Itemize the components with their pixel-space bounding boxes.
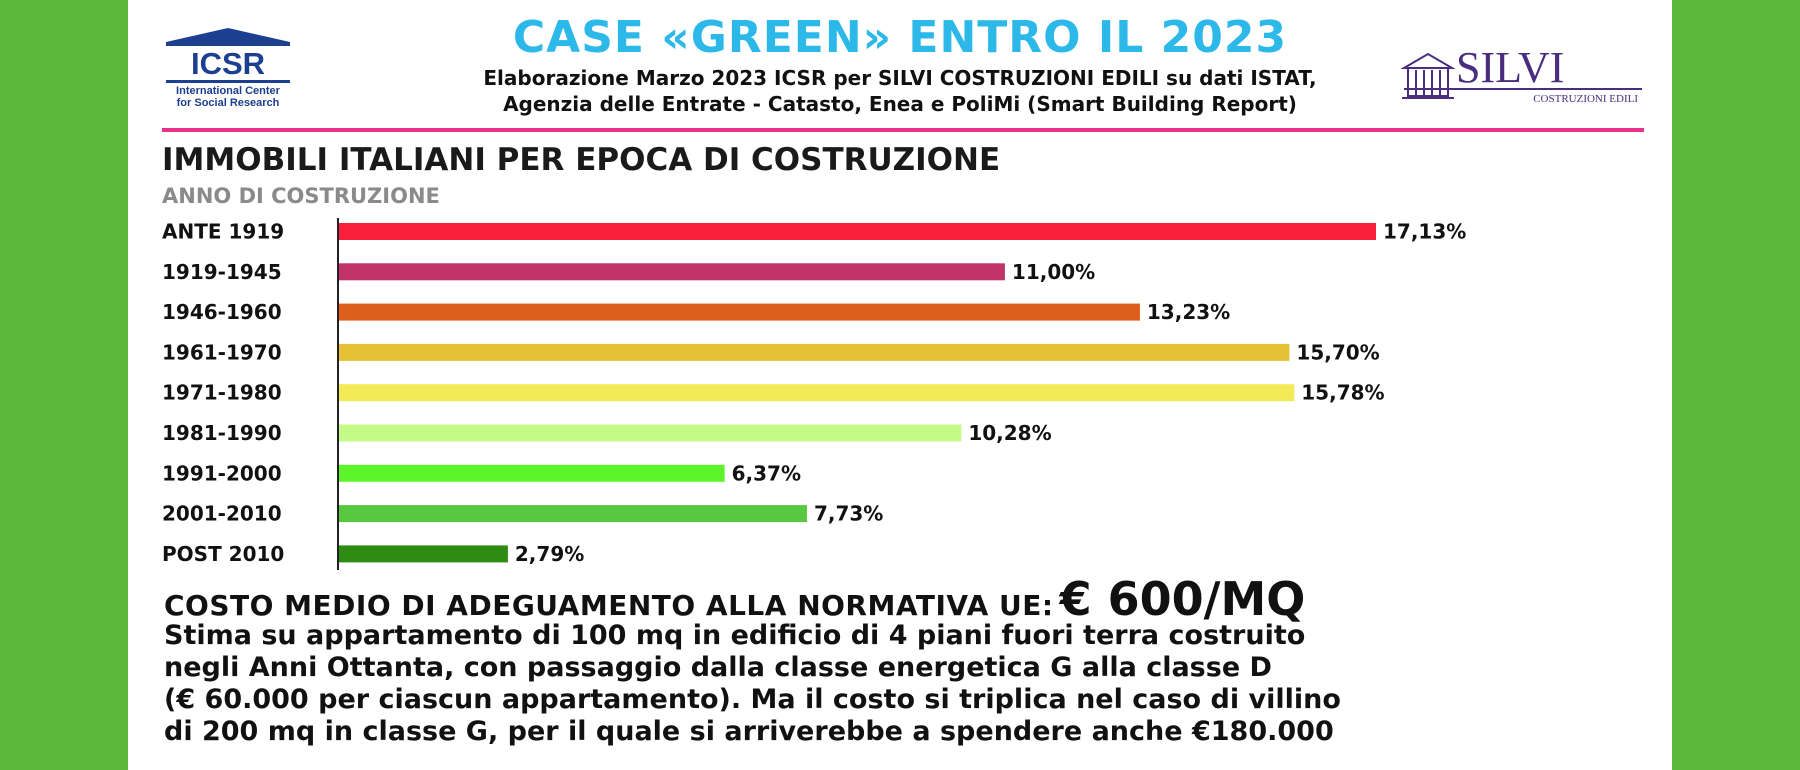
category-label: 1946-1960 xyxy=(162,300,282,324)
data-label: 10,28% xyxy=(968,421,1051,445)
category-label: 1961-1970 xyxy=(162,340,282,364)
icsr-roof-icon xyxy=(166,28,290,42)
data-label: 17,13% xyxy=(1383,220,1466,244)
category-label: POST 2010 xyxy=(162,542,284,566)
category-label: 1981-1990 xyxy=(162,421,282,445)
chart-title: IMMOBILI ITALIANI PER EPOCA DI COSTRUZIO… xyxy=(162,142,1001,178)
icsr-logo-name: ICSR xyxy=(191,46,265,81)
bar xyxy=(339,464,725,482)
data-label: 13,23% xyxy=(1147,300,1230,324)
category-label: 1991-2000 xyxy=(162,461,282,485)
bar xyxy=(339,343,1290,361)
description-line-1: Stima su appartamento di 100 mq in edifi… xyxy=(164,620,1306,651)
page-title: CASE «GREEN» ENTRO IL 2023 xyxy=(512,12,1288,63)
data-label: 6,37% xyxy=(732,461,801,485)
cost-value: € 600/MQ xyxy=(1059,572,1306,626)
building-icon xyxy=(1400,52,1456,99)
bar xyxy=(339,545,508,563)
category-label: 2001-2010 xyxy=(162,502,282,526)
silvi-logo-name: SILVI xyxy=(1456,43,1564,92)
category-label: 1919-1945 xyxy=(162,260,282,284)
data-label: 15,78% xyxy=(1301,381,1384,405)
data-label: 11,00% xyxy=(1012,260,1095,284)
header-divider xyxy=(162,128,1644,132)
y-axis-label: ANNO DI COSTRUZIONE xyxy=(162,184,440,208)
subtitle-line-1: Elaborazione Marzo 2023 ICSR per SILVI C… xyxy=(483,66,1317,90)
infographic-panel: ICSR International Center for Social Res… xyxy=(128,0,1672,770)
description-line-4: di 200 mq in classe G, per il quale si a… xyxy=(164,716,1334,747)
silvi-logo: SILVI COSTRUZIONI EDILI xyxy=(1400,43,1642,105)
description-line-3: (€ 60.000 per ciascun appartamento). Ma … xyxy=(164,684,1341,715)
bar-chart: ANTE 1919 17,13% 1919-1945 11,00% 1946-1960 1… xyxy=(162,218,1466,570)
silvi-tagline: COSTRUZIONI EDILI xyxy=(1533,93,1638,105)
data-label: 15,70% xyxy=(1296,340,1379,364)
bar xyxy=(339,223,1376,240)
icsr-logo: ICSR International Center for Social Res… xyxy=(166,28,290,108)
data-label: 7,73% xyxy=(814,502,883,526)
icsr-tagline-1: International Center xyxy=(176,85,281,97)
cost-label: COSTO MEDIO DI ADEGUAMENTO ALLA NORMATIV… xyxy=(164,589,1054,622)
icsr-tagline-2: for Social Research xyxy=(177,97,280,108)
category-label: 1971-1980 xyxy=(162,381,282,405)
cost-description: Stima su appartamento di 100 mq in edifi… xyxy=(164,620,1648,748)
bar xyxy=(339,384,1295,402)
category-label: ANTE 1919 xyxy=(162,220,284,244)
subtitle-line-2: Agenzia delle Entrate - Catasto, Enea e … xyxy=(503,92,1297,116)
bar xyxy=(339,263,1005,281)
cost-line: COSTO MEDIO DI ADEGUAMENTO ALLA NORMATIV… xyxy=(164,572,1305,626)
bar xyxy=(339,505,807,523)
data-label: 2,79% xyxy=(515,542,584,566)
bar xyxy=(339,424,962,442)
bar xyxy=(339,303,1140,321)
description-line-2: negli Anni Ottanta, con passaggio dalla … xyxy=(164,652,1272,683)
